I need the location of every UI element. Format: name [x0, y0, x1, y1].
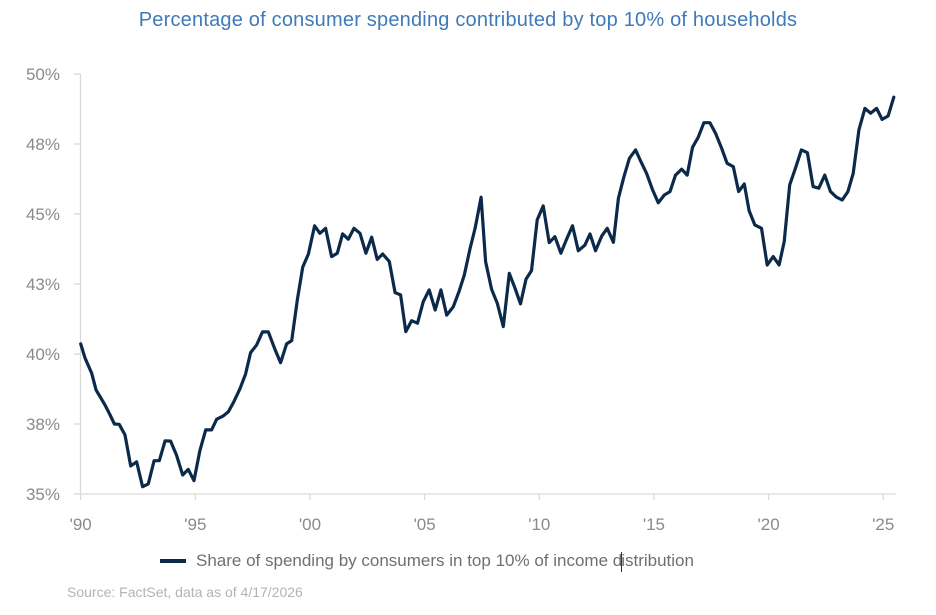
y-tick-label: 43%	[26, 275, 60, 294]
y-tick-label: 50%	[26, 65, 60, 84]
legend-swatch	[160, 559, 186, 564]
legend: Share of spending by consumers in top 10…	[160, 551, 694, 572]
x-tick-label: '10	[528, 515, 550, 534]
legend-label-part: Share of spending by consumers in top 10…	[196, 551, 623, 570]
y-tick-label: 40%	[26, 345, 60, 364]
legend-label-part: istribution	[621, 551, 694, 570]
x-tick-label: '20	[758, 515, 780, 534]
source-note: Source: FactSet, data as of 4/17/2026	[67, 584, 303, 600]
tick-labels: 50% 48% 45% 43% 40% 38% 35% '90 '95 '00 '05 '10 '15 '…	[26, 65, 894, 534]
x-tick-label: '25	[872, 515, 894, 534]
series-line	[79, 95, 896, 489]
chart-title: Percentage of consumer spending contribu…	[138, 9, 798, 31]
x-tick-label: '95	[184, 515, 206, 534]
axes	[74, 73, 896, 500]
y-tick-label: 38%	[26, 415, 60, 434]
x-tick-label: '15	[643, 515, 665, 534]
y-tick-label: 35%	[26, 485, 60, 504]
text-caret	[621, 551, 623, 572]
x-tick-label: '05	[414, 515, 436, 534]
legend-label: Share of spending by consumers in top 10…	[196, 551, 694, 572]
y-tick-label: 45%	[26, 205, 60, 224]
x-tick-label: '00	[299, 515, 321, 534]
y-tick-label: 48%	[26, 135, 60, 154]
x-tick-label: '90	[70, 515, 92, 534]
